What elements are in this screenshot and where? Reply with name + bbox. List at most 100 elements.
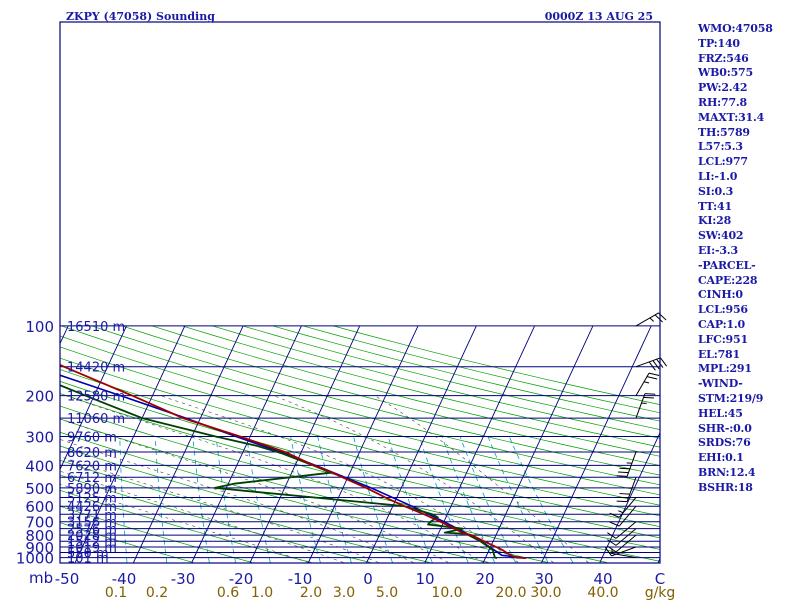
dry-adiabat-line [60,489,312,563]
dry-adiabat-line [60,445,489,563]
mixing-ratio-label: 3.0 [333,585,355,600]
index-line: TP:140 [698,36,740,50]
moist-adiabat-line [65,395,484,563]
dry-adiabat-line [212,325,660,439]
wind-barb-staff [615,528,637,546]
pressure-tick-label: 500 [25,480,54,498]
wind-barb-flag [618,496,629,499]
index-line: CAP:1.0 [698,317,745,331]
wind-barb [635,393,656,419]
wind-barb-flag [607,539,617,546]
wind-barb-staff [635,312,659,327]
wind-barb-flag [618,510,624,514]
wind-barb-staff [626,477,637,502]
index-line: CINH:0 [698,288,743,302]
temperature-tick-label: -10 [288,570,313,588]
wind-barb-flag [654,314,663,323]
wind-barb [635,357,668,371]
dry-adiabat-line [60,335,660,496]
mixing-ratio-line [353,436,393,563]
dry-adiabat-line [60,431,548,563]
isotherm-line [366,325,477,563]
mixing-ratio-label: 0.1 [105,585,127,600]
temperature-curve [60,363,527,559]
mixing-ratio-line [418,436,469,563]
wind-barb [635,312,667,327]
mixing-ratio-line [441,436,495,563]
temperature-tick-label: -40 [112,570,137,588]
mixing-ratio-line [387,436,433,563]
mixing-ratio-label: 0.6 [217,585,239,600]
wind-barb-flag [660,357,668,367]
pressure-tick-label: 600 [25,498,54,516]
wind-barb [604,546,637,557]
pressure-tick-label: 200 [25,388,54,406]
isotherm-line [249,325,361,563]
mixing-ratio-line [215,436,236,563]
mixing-ratio-line [192,436,210,563]
wind-barbs [604,312,668,559]
y-axis-unit-label: mb [29,569,53,587]
mixing-ratio-label: 10.0 [431,585,462,600]
moist-adiabat-line [160,395,519,563]
height-label: 3771 m [67,508,117,523]
wind-barb-staff [618,497,637,518]
wind-barb-flag [616,475,628,477]
wind-barb-flag [619,493,630,495]
height-label: 8620 m [67,446,117,461]
wind-barb-flag [652,360,660,370]
pressure-tick-label: 700 [25,514,54,532]
mixing-ratio-line [290,436,321,563]
pressure-tick-label: 300 [25,428,54,446]
dry-adiabat-line [60,346,660,506]
index-line: SHR-:0.0 [698,421,752,435]
pressure-tick-label: 1000 [16,550,54,568]
index-line: CAPE:228 [698,273,758,287]
height-label: 12580 m [67,390,125,405]
wind-barb-flag [643,381,650,384]
dry-adiabat-line [60,474,371,563]
height-label: 5890 m [67,482,117,497]
height-label: 3156 m [67,516,117,531]
isotherm-line [599,431,660,563]
mixing-ratio-label: 20.0 [495,585,526,600]
wind-barb-flag [643,396,654,399]
isotherm-line [74,325,186,563]
wind-barb-flag [607,545,617,553]
wind-barb-flag [648,372,660,377]
wind-barb [607,521,637,539]
moist-adiabat-line [273,395,554,563]
pressure-tick-label: 800 [25,527,54,545]
height-label: 1019 m [67,541,117,556]
index-line: TH:5789 [698,125,750,139]
moist-adiabat-line [60,470,344,563]
temperature-tick-label: -20 [229,570,254,588]
wind-barb-staff [615,534,637,553]
index-line: KI:28 [698,214,732,228]
index-line: RH:77.8 [698,95,747,109]
index-line: WMO:47058 [698,22,773,35]
isotherm-line [541,325,652,563]
wind-barb [609,497,637,518]
wind-barb-flag [604,547,612,557]
dry-adiabat-line [151,325,660,457]
temperature-tick-label: 40 [593,570,612,588]
index-line: LCL:956 [698,303,748,317]
index-line: EHI:0.1 [698,451,744,465]
dry-adiabat-line [121,325,660,466]
wind-barb-flag [649,317,654,322]
moist-adiabat-line [60,439,414,563]
mixing-ratio-label: 30.0 [530,585,561,600]
index-line: TT:41 [698,199,732,213]
index-line: -WIND- [698,377,743,391]
mixing-ratio-label: 0.2 [146,585,168,600]
wind-barb-staff [618,505,637,527]
grid-lines [60,325,660,563]
mixing-ratio-line [119,436,128,563]
dry-adiabat-line [61,325,660,486]
isotherm-line [60,325,127,471]
temperature-tick-label: 30 [534,570,553,588]
isotherm-line [307,325,419,563]
